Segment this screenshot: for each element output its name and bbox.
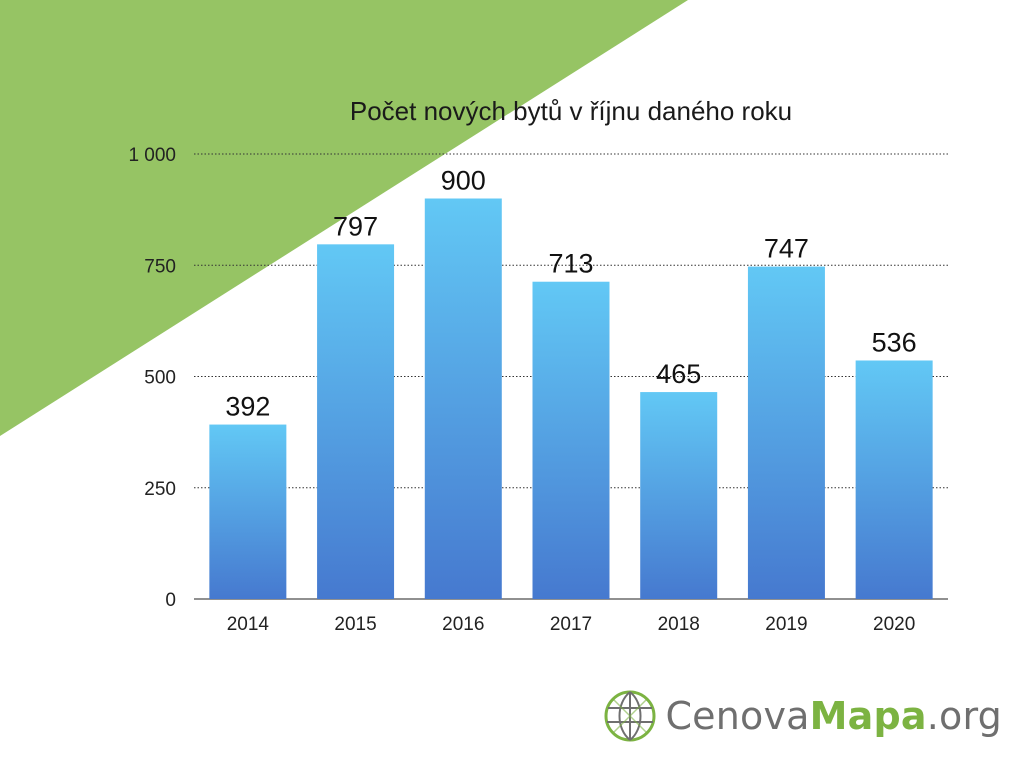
bars — [209, 198, 933, 599]
x-tick-label: 2017 — [550, 614, 592, 635]
data-label: 392 — [225, 392, 270, 422]
bar — [209, 424, 287, 599]
corner-triangle — [0, 0, 688, 436]
y-tick-label: 750 — [144, 256, 176, 277]
cenovamapa-logo: CenovaMapa.org — [603, 686, 1002, 746]
logo-text: CenovaMapa.org — [665, 694, 1002, 738]
globe-grid-icon — [604, 690, 656, 742]
data-label: 536 — [872, 327, 917, 357]
data-label: 747 — [764, 234, 809, 264]
logo-text-part3: .org — [926, 694, 1002, 738]
x-tick-label: 2014 — [227, 614, 270, 635]
x-axis-ticks: 2014 2015 2016 2017 2018 2019 2020 — [227, 614, 916, 635]
chart-title: Počet nových bytů v říjnu daného roku — [349, 96, 793, 126]
logo-text-part1: Cenova — [665, 694, 810, 738]
x-tick-label: 2016 — [442, 614, 484, 635]
data-label: 900 — [441, 166, 486, 196]
logo-text-part2: Mapa — [809, 694, 927, 738]
bar — [424, 198, 502, 599]
y-tick-label: 500 — [144, 368, 176, 389]
x-tick-label: 2015 — [334, 614, 376, 635]
data-labels: 392 797 900 713 465 747 536 — [225, 166, 916, 422]
y-tick-label: 250 — [144, 479, 176, 500]
bar — [317, 244, 395, 599]
data-label: 465 — [656, 359, 701, 389]
y-tick-label: 0 — [165, 590, 176, 611]
data-label: 797 — [333, 211, 378, 241]
y-tick-label: 1 000 — [128, 145, 176, 166]
x-tick-label: 2019 — [765, 614, 807, 635]
bar — [747, 266, 825, 599]
y-axis-ticks: 0 250 500 750 1 000 — [128, 145, 176, 611]
data-label: 713 — [548, 249, 593, 279]
bar — [855, 360, 933, 599]
bar — [640, 392, 718, 599]
x-tick-label: 2020 — [873, 614, 915, 635]
bar — [532, 281, 610, 599]
x-tick-label: 2018 — [658, 614, 700, 635]
